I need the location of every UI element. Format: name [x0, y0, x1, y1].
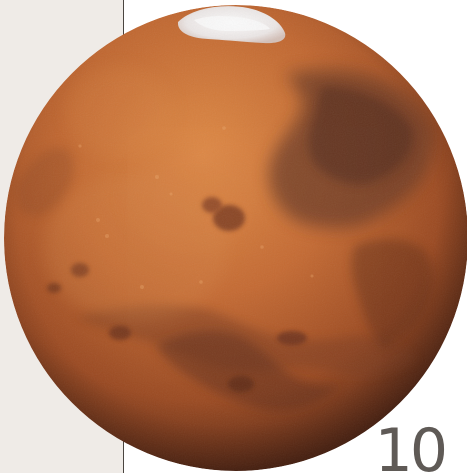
- page-number: 10: [374, 416, 448, 473]
